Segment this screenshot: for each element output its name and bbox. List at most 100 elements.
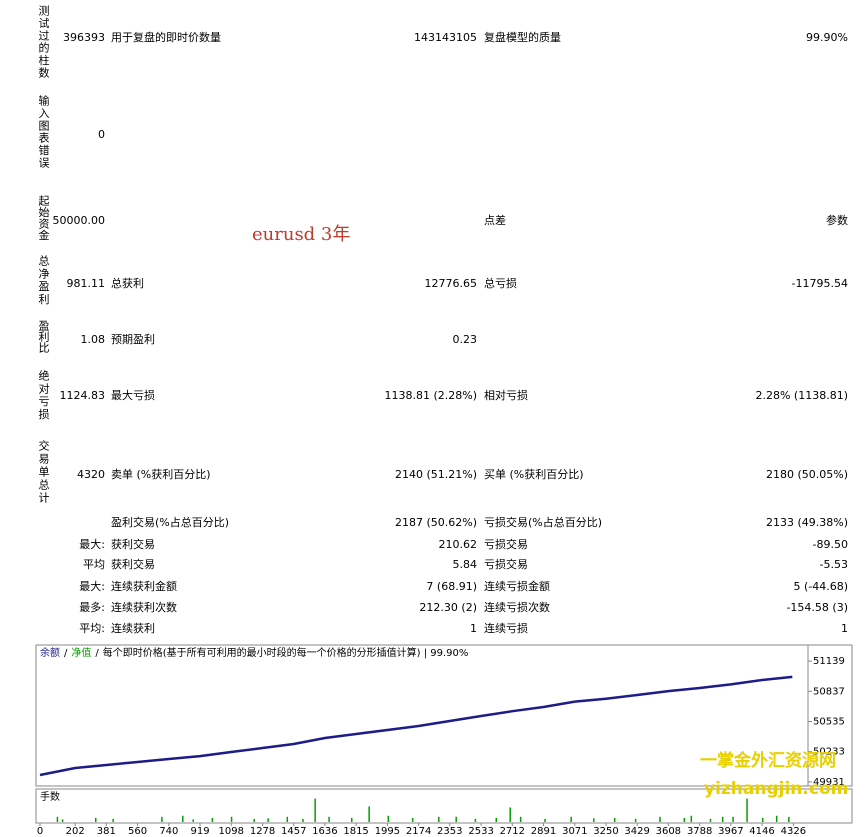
volume-bar (286, 816, 289, 822)
volume-bar (314, 798, 316, 822)
y-tick-label: 50535 (813, 717, 845, 728)
volume-bar (732, 816, 734, 822)
cell-value: 5.84 (452, 558, 478, 571)
volume-bar (775, 815, 778, 822)
y-tick-label: 51139 (813, 656, 845, 667)
cell-value: -5.53 (819, 558, 848, 571)
cell-value: 2133 (49.38%) (765, 516, 848, 529)
x-tick-label: 3608 (656, 826, 681, 837)
cell-label: 用于复盘的即时价数量 (111, 31, 221, 44)
x-tick-label: 1815 (343, 826, 368, 837)
legend-text: 余额 (40, 646, 60, 659)
cell-label: 连续亏损金额 (484, 580, 550, 593)
volume-bar (112, 818, 114, 822)
x-tick-label: 4326 (781, 826, 806, 837)
row-label: 盈利比 (37, 320, 50, 353)
volume-bar (61, 819, 64, 822)
x-tick-label: 3250 (593, 826, 618, 837)
cell-label: 点差 (484, 214, 506, 227)
volume-label: 手数 (40, 790, 60, 803)
cell-value: 参数 (826, 214, 848, 227)
x-tick-label: 202 (66, 826, 85, 837)
cell-value: 1138.81 (2.28%) (384, 389, 477, 402)
cell-value: 12776.65 (424, 277, 478, 290)
volume-bar (544, 818, 546, 822)
volume-bar (634, 818, 637, 822)
volume-bar (721, 816, 724, 822)
volume-bar (192, 819, 195, 822)
volume-bar (387, 815, 390, 822)
cell-value: 2187 (50.62%) (394, 516, 477, 529)
volume-bar (788, 816, 790, 822)
row-value: 981.11 (66, 277, 106, 290)
volume-bar (709, 818, 712, 822)
cell-value: 1 (841, 622, 848, 635)
row-value: 1124.83 (59, 389, 106, 402)
y-tick-label: 50233 (813, 747, 845, 758)
x-tick-label: 2533 (468, 826, 493, 837)
cell-value: 210.62 (438, 538, 478, 551)
cell-value: -11795.54 (791, 277, 848, 290)
cell-label: 卖单 (%获利百分比) (111, 468, 211, 481)
row-prefix: 最大: (79, 580, 105, 593)
legend-text: / (95, 648, 99, 659)
watermark: yizhangjin.com (704, 779, 849, 799)
volume-bar (593, 818, 595, 822)
row-label: 总净盈利 (37, 255, 50, 306)
cell-label: 买单 (%获利百分比) (484, 468, 584, 481)
volume-bar (746, 798, 748, 822)
balance-line (39, 675, 793, 777)
x-tick-label: 919 (190, 826, 209, 837)
row-label: 测试过的柱数 (37, 5, 50, 79)
volume-bar (690, 815, 693, 822)
row-prefix: 平均 (83, 558, 105, 571)
annotation: eurusd 3年 (252, 224, 351, 245)
cell-label: 连续获利次数 (111, 601, 177, 614)
volume-bar (509, 807, 511, 822)
row-value: 396393 (63, 31, 105, 44)
cell-label: 盈利交易(%占总百分比) (111, 516, 230, 529)
row-label: 输入图表错误 (37, 95, 50, 169)
legend-text: / (64, 648, 68, 659)
x-tick-label: 381 (97, 826, 116, 837)
cell-label: 亏损交易 (484, 558, 528, 571)
row-value: 0 (98, 128, 105, 141)
x-tick-label: 3967 (718, 826, 743, 837)
cell-value: 0.23 (452, 333, 478, 346)
row-label: 交易单总计 (37, 440, 50, 505)
cell-label: 连续获利金额 (111, 580, 177, 593)
volume-bar (230, 816, 233, 822)
row-value: 4320 (77, 468, 105, 481)
cell-value: 7 (68.91) (426, 580, 477, 593)
volume-bar (683, 817, 686, 822)
x-tick-label: 560 (128, 826, 147, 837)
row-value: 50000.00 (52, 214, 106, 227)
volume-bar (302, 818, 304, 822)
row-prefix: 平均: (79, 622, 105, 635)
volume-bar (570, 816, 572, 822)
volume-bar (211, 817, 214, 822)
cell-label: 相对亏损 (484, 389, 528, 402)
cell-label: 连续亏损次数 (484, 601, 550, 614)
cell-label: 连续亏损 (484, 622, 528, 635)
volume-bar (474, 818, 477, 822)
row-label: 起始资金 (37, 195, 50, 241)
legend-text: 净值 (71, 646, 91, 659)
row-prefix: 最多: (79, 601, 105, 614)
volume-bar (438, 816, 440, 822)
y-tick-label: 50837 (813, 686, 845, 697)
cell-label: 获利交易 (111, 558, 155, 571)
volume-bar (182, 815, 184, 822)
volume-bar (161, 816, 163, 822)
x-tick-label: 1098 (218, 826, 243, 837)
cell-label: 获利交易 (111, 538, 155, 551)
row-prefix: 最大: (79, 538, 105, 551)
volume-bar (659, 816, 661, 822)
y-tick-label: 49931 (813, 777, 845, 788)
x-tick-label: 1636 (312, 826, 337, 837)
chart-frame (35, 644, 853, 787)
cell-label: 复盘模型的质量 (484, 31, 561, 44)
volume-bar (267, 818, 269, 822)
x-tick-label: 2353 (437, 826, 462, 837)
